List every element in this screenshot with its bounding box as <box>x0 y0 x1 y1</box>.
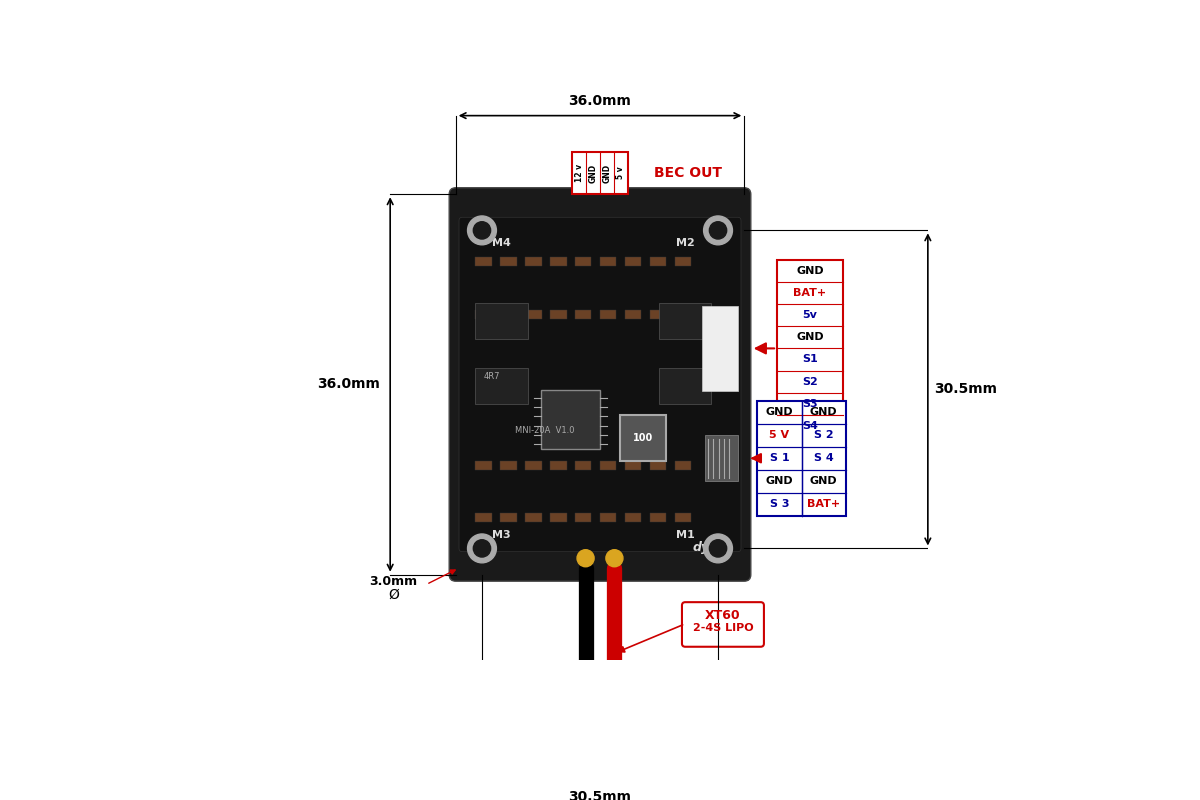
Bar <box>600 258 617 266</box>
Bar <box>550 513 566 522</box>
Text: GND: GND <box>589 163 598 182</box>
Bar <box>475 368 528 404</box>
Bar <box>526 258 541 266</box>
Text: GND: GND <box>810 407 838 418</box>
Bar <box>650 258 666 266</box>
Text: 12 v: 12 v <box>575 164 584 182</box>
Text: 36.0mm: 36.0mm <box>569 94 631 108</box>
Text: M2: M2 <box>676 238 695 249</box>
Text: BAT+: BAT+ <box>793 288 827 298</box>
Bar <box>550 461 566 470</box>
Bar <box>778 260 842 437</box>
Text: 30.5mm: 30.5mm <box>935 382 997 396</box>
Bar <box>572 152 628 194</box>
Bar <box>757 401 846 516</box>
Bar <box>625 513 641 522</box>
Text: 5 V: 5 V <box>769 430 790 440</box>
Bar <box>475 461 492 470</box>
Bar <box>475 302 528 338</box>
Text: GND: GND <box>796 332 823 342</box>
Text: MNI-20A  V1.0: MNI-20A V1.0 <box>515 426 574 434</box>
Bar <box>600 461 617 470</box>
Bar <box>650 461 666 470</box>
Bar <box>650 513 666 522</box>
Circle shape <box>709 540 727 557</box>
Bar <box>625 461 641 470</box>
Bar <box>575 513 592 522</box>
Bar <box>550 310 566 319</box>
Text: S2: S2 <box>802 377 817 386</box>
FancyBboxPatch shape <box>460 218 740 552</box>
Circle shape <box>468 534 497 563</box>
Text: GND: GND <box>796 266 823 276</box>
Bar <box>702 306 738 391</box>
Text: GND: GND <box>602 163 611 182</box>
Text: S1: S1 <box>802 354 817 365</box>
Text: Ø: Ø <box>388 587 398 602</box>
Text: S4: S4 <box>802 421 817 431</box>
Bar <box>674 310 691 319</box>
Bar <box>600 310 617 319</box>
Bar <box>659 302 712 338</box>
Text: XT60: XT60 <box>706 610 740 622</box>
Bar <box>475 513 492 522</box>
Bar <box>526 310 541 319</box>
FancyBboxPatch shape <box>449 188 751 581</box>
Bar <box>575 258 592 266</box>
Bar <box>674 258 691 266</box>
Text: S 2: S 2 <box>814 430 834 440</box>
Bar <box>575 310 592 319</box>
Bar <box>659 368 712 404</box>
Bar <box>625 310 641 319</box>
Bar <box>674 461 691 470</box>
Bar <box>674 513 691 522</box>
Bar <box>526 461 541 470</box>
Text: S 4: S 4 <box>814 454 834 463</box>
Text: dys: dys <box>692 541 718 554</box>
Text: 5v: 5v <box>803 310 817 320</box>
Text: 100: 100 <box>632 433 653 442</box>
Bar <box>475 258 492 266</box>
Text: S 3: S 3 <box>769 499 790 509</box>
Bar <box>704 435 738 481</box>
Bar <box>500 310 517 319</box>
Circle shape <box>703 534 732 563</box>
Bar <box>550 258 566 266</box>
Circle shape <box>606 550 623 566</box>
Bar <box>500 258 517 266</box>
Text: 30.5mm: 30.5mm <box>569 790 631 800</box>
Text: GND: GND <box>810 476 838 486</box>
Bar <box>619 414 666 461</box>
Circle shape <box>703 216 732 245</box>
Text: 2-4S LIPO: 2-4S LIPO <box>692 622 754 633</box>
Text: GND: GND <box>766 407 793 418</box>
Circle shape <box>473 222 491 239</box>
Text: M4: M4 <box>492 238 511 249</box>
Circle shape <box>709 222 727 239</box>
Text: BEC OUT: BEC OUT <box>654 166 721 180</box>
Bar <box>625 258 641 266</box>
Bar <box>500 513 517 522</box>
Text: M3: M3 <box>492 530 511 540</box>
Text: 5 v: 5 v <box>616 166 625 179</box>
Bar <box>650 310 666 319</box>
Text: BAT+: BAT+ <box>808 499 840 509</box>
Text: M1: M1 <box>676 530 695 540</box>
Bar <box>475 310 492 319</box>
Text: 36.0mm: 36.0mm <box>318 378 380 391</box>
Circle shape <box>473 540 491 557</box>
FancyBboxPatch shape <box>682 602 764 646</box>
Text: 4R7: 4R7 <box>484 372 500 382</box>
Text: S3: S3 <box>802 398 817 409</box>
Bar <box>600 513 617 522</box>
Bar <box>500 461 517 470</box>
Bar <box>541 390 600 449</box>
Text: 3.0mm: 3.0mm <box>370 574 418 588</box>
Text: GND: GND <box>766 476 793 486</box>
Bar <box>575 461 592 470</box>
Text: S 1: S 1 <box>769 454 790 463</box>
Circle shape <box>468 216 497 245</box>
Bar <box>526 513 541 522</box>
Circle shape <box>577 550 594 566</box>
